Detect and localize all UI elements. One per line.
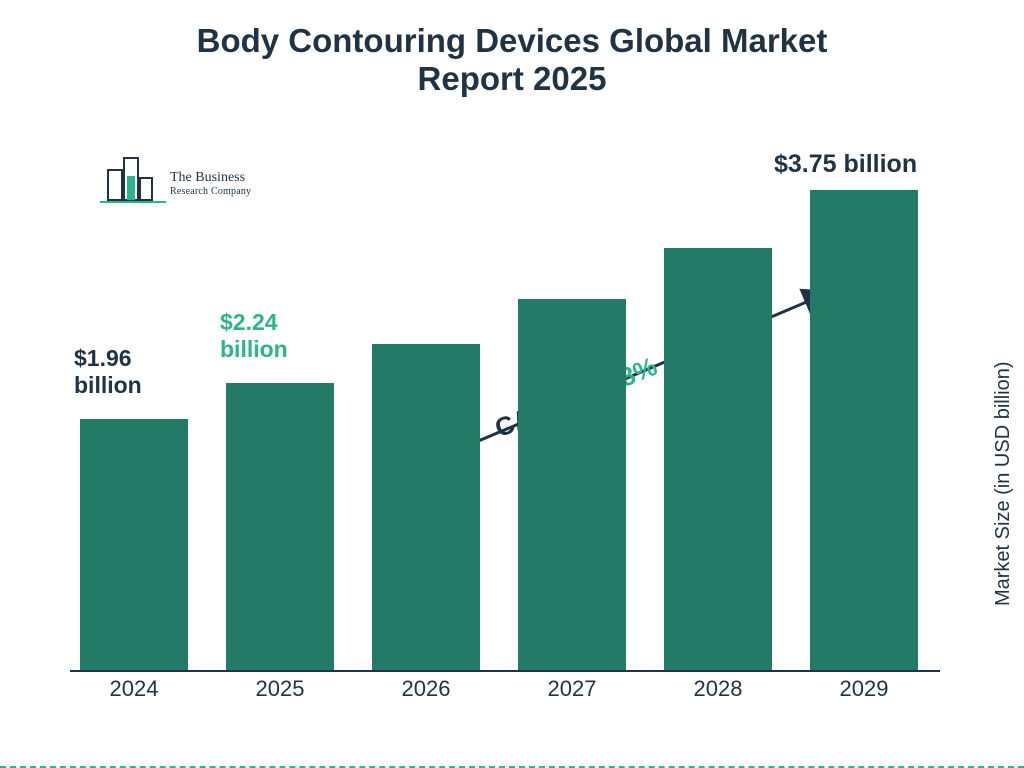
x-tick-label: 2026	[372, 676, 480, 702]
x-tick-label: 2025	[226, 676, 334, 702]
x-tick-label: 2029	[810, 676, 918, 702]
title-line1: Body Contouring Devices Global Market	[197, 22, 828, 59]
x-tick-label: 2027	[518, 676, 626, 702]
bar	[810, 190, 918, 670]
chart-title: Body Contouring Devices Global Market Re…	[0, 22, 1024, 98]
bar-value-label: $3.75 billion	[774, 150, 917, 179]
bar-value-label: $2.24billion	[220, 309, 288, 362]
bar	[226, 383, 334, 670]
x-tick-label: 2028	[664, 676, 772, 702]
x-tick-label: 2024	[80, 676, 188, 702]
bar-value-label: $1.96billion	[74, 345, 142, 398]
y-axis-label: Market Size (in USD billion)	[993, 362, 1016, 607]
title-line2: Report 2025	[418, 60, 607, 97]
bar	[80, 419, 188, 670]
bar	[372, 344, 480, 670]
bar	[518, 299, 626, 670]
bar	[664, 248, 772, 670]
bar-chart: CAGR 13.8% 202420252026202720282029$1.96…	[70, 120, 940, 700]
